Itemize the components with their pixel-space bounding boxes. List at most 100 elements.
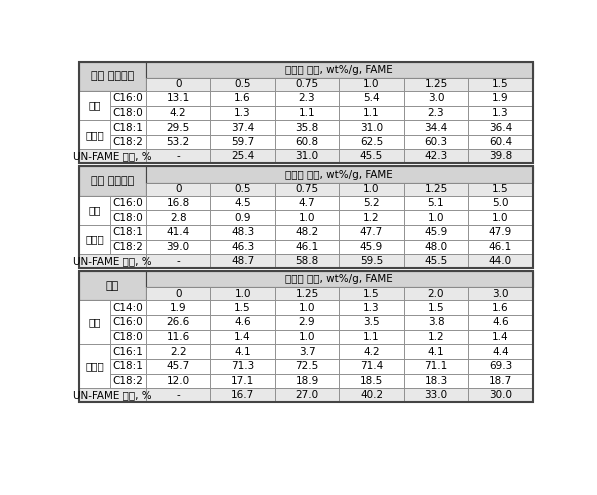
Text: 1.6: 1.6 bbox=[234, 93, 251, 103]
Text: 4.7: 4.7 bbox=[298, 198, 315, 208]
Bar bbox=[339, 254, 404, 268]
Text: C18:0: C18:0 bbox=[113, 108, 143, 118]
Bar bbox=[468, 120, 533, 135]
Bar bbox=[79, 62, 146, 91]
Text: 18.3: 18.3 bbox=[424, 376, 448, 386]
Bar bbox=[110, 300, 146, 315]
Text: 53.2: 53.2 bbox=[167, 137, 190, 147]
Text: 4.1: 4.1 bbox=[427, 346, 444, 356]
Text: 11.6: 11.6 bbox=[167, 332, 190, 342]
Text: 3.8: 3.8 bbox=[427, 317, 444, 327]
Text: 1.2: 1.2 bbox=[427, 332, 444, 342]
Bar bbox=[146, 388, 210, 402]
Bar bbox=[339, 345, 404, 359]
Bar bbox=[210, 225, 275, 240]
Bar bbox=[210, 78, 275, 91]
Bar bbox=[275, 149, 339, 163]
Bar bbox=[468, 183, 533, 196]
Text: 18.5: 18.5 bbox=[360, 376, 383, 386]
Text: 돈지: 돈지 bbox=[106, 281, 119, 291]
Text: 2.8: 2.8 bbox=[170, 213, 186, 223]
Text: 포화: 포화 bbox=[88, 317, 101, 327]
Bar bbox=[110, 359, 146, 374]
Text: 72.5: 72.5 bbox=[296, 361, 319, 371]
Text: 0.9: 0.9 bbox=[235, 213, 251, 223]
Text: 0.75: 0.75 bbox=[296, 79, 319, 90]
Bar bbox=[404, 149, 468, 163]
Text: C14:0: C14:0 bbox=[113, 303, 143, 313]
Text: 13.1: 13.1 bbox=[167, 93, 190, 103]
Text: 60.8: 60.8 bbox=[296, 137, 319, 147]
Text: C18:0: C18:0 bbox=[113, 213, 143, 223]
Bar bbox=[146, 271, 533, 287]
Bar bbox=[79, 271, 146, 300]
Text: 60.3: 60.3 bbox=[424, 137, 448, 147]
Bar bbox=[339, 330, 404, 345]
Text: 29.5: 29.5 bbox=[167, 123, 190, 133]
Bar bbox=[210, 300, 275, 315]
Text: 42.3: 42.3 bbox=[424, 151, 448, 161]
Text: C18:1: C18:1 bbox=[113, 227, 143, 237]
Text: 34.4: 34.4 bbox=[424, 123, 448, 133]
Bar bbox=[339, 374, 404, 388]
Bar bbox=[146, 166, 533, 183]
Text: 4.4: 4.4 bbox=[492, 346, 509, 356]
Text: C18:2: C18:2 bbox=[113, 137, 143, 147]
Bar bbox=[79, 271, 533, 402]
Text: 0: 0 bbox=[175, 289, 181, 299]
Bar bbox=[110, 210, 146, 225]
Text: 4.2: 4.2 bbox=[363, 346, 380, 356]
Text: C18:2: C18:2 bbox=[113, 242, 143, 252]
Bar bbox=[210, 345, 275, 359]
Bar bbox=[468, 388, 533, 402]
Bar bbox=[404, 345, 468, 359]
Text: 31.0: 31.0 bbox=[360, 123, 383, 133]
Bar bbox=[146, 183, 210, 196]
Bar bbox=[339, 210, 404, 225]
Bar bbox=[468, 210, 533, 225]
Bar bbox=[110, 315, 146, 330]
Bar bbox=[210, 135, 275, 149]
Text: 0.5: 0.5 bbox=[235, 79, 251, 90]
Bar bbox=[146, 330, 210, 345]
Text: 유화제 함량, wt%/g, FAME: 유화제 함량, wt%/g, FAME bbox=[285, 274, 393, 284]
Bar bbox=[339, 359, 404, 374]
Bar bbox=[110, 120, 146, 135]
Bar bbox=[468, 374, 533, 388]
Text: 1.6: 1.6 bbox=[492, 303, 509, 313]
Text: C16:1: C16:1 bbox=[113, 346, 143, 356]
Bar bbox=[404, 78, 468, 91]
Bar bbox=[110, 374, 146, 388]
Bar bbox=[210, 120, 275, 135]
Text: 0: 0 bbox=[175, 79, 181, 90]
Text: 1.0: 1.0 bbox=[492, 213, 509, 223]
Text: 60.4: 60.4 bbox=[489, 137, 512, 147]
Bar bbox=[79, 62, 533, 163]
Bar bbox=[210, 287, 275, 300]
Text: 0.75: 0.75 bbox=[296, 184, 319, 194]
Text: 1.0: 1.0 bbox=[363, 184, 380, 194]
Bar bbox=[110, 105, 146, 120]
Text: 1.4: 1.4 bbox=[492, 332, 509, 342]
Text: 1.1: 1.1 bbox=[363, 108, 380, 118]
Text: 5.0: 5.0 bbox=[492, 198, 509, 208]
Text: 1.5: 1.5 bbox=[492, 184, 509, 194]
Bar bbox=[210, 330, 275, 345]
Text: 4.6: 4.6 bbox=[234, 317, 251, 327]
Bar bbox=[79, 120, 110, 149]
Text: 45.5: 45.5 bbox=[360, 151, 383, 161]
Text: 4.2: 4.2 bbox=[170, 108, 186, 118]
Bar bbox=[146, 196, 210, 210]
Text: 48.3: 48.3 bbox=[231, 227, 254, 237]
Text: 1.5: 1.5 bbox=[363, 289, 380, 299]
Text: 1.0: 1.0 bbox=[299, 332, 315, 342]
Text: 12.0: 12.0 bbox=[167, 376, 190, 386]
Text: 48.0: 48.0 bbox=[424, 242, 448, 252]
Text: 1.3: 1.3 bbox=[363, 303, 380, 313]
Bar bbox=[339, 315, 404, 330]
Text: 5.1: 5.1 bbox=[427, 198, 444, 208]
Bar bbox=[210, 315, 275, 330]
Bar bbox=[275, 300, 339, 315]
Bar bbox=[404, 105, 468, 120]
Bar bbox=[275, 254, 339, 268]
